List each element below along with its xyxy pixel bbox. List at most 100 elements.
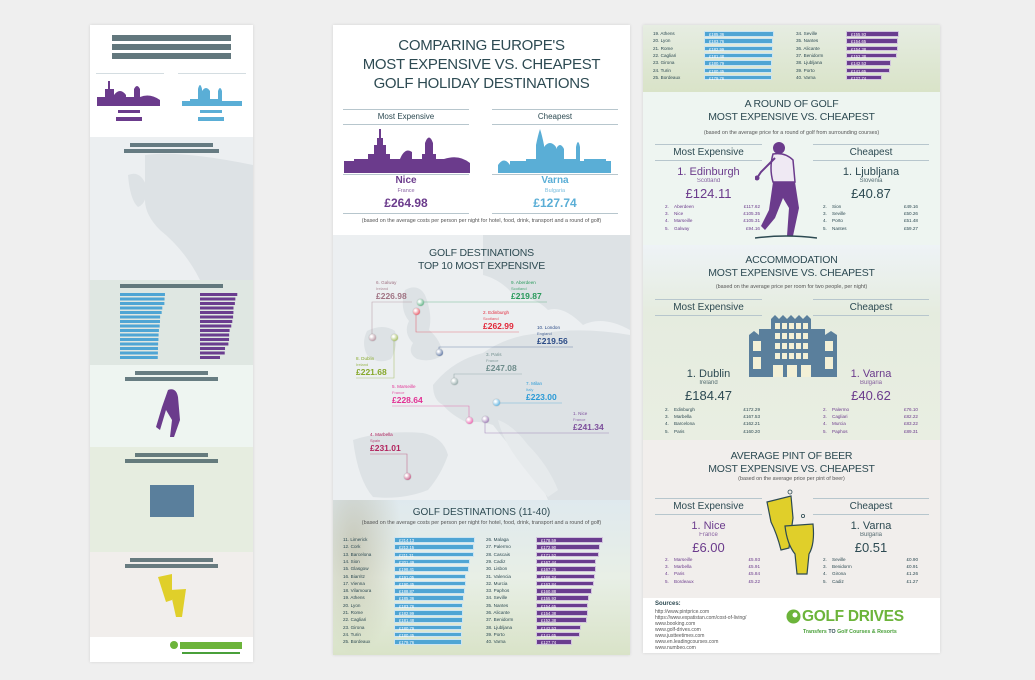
country: Scotland [511, 285, 527, 291]
bar[interactable]: £180.79 [394, 624, 463, 631]
bar[interactable]: £179.76 [394, 639, 462, 645]
city: Seville [832, 557, 846, 562]
accommodation-section: ACCOMMODATION MOST EXPENSIVE VS. CHEAPES… [643, 245, 940, 440]
map-marker-london[interactable] [435, 348, 443, 356]
city: Milan [531, 381, 543, 386]
bar[interactable]: £166.24 [536, 573, 596, 580]
bar[interactable]: £191.05 [394, 573, 467, 580]
bar-value: £142.53 [851, 61, 867, 67]
bar[interactable]: £142.53 [846, 60, 892, 67]
bar-row: 34. Seville £155.93 [796, 31, 926, 37]
city: Paris [674, 428, 685, 434]
bar[interactable]: £127.74 [536, 639, 572, 645]
infographic-page-top[interactable]: COMPARING EUROPE'S MOST EXPENSIVE VS. CH… [333, 25, 630, 655]
bar-rank: 25. [653, 74, 660, 80]
cheap-list-item: 2. Seville £0.90 [823, 557, 918, 562]
map-marker-aberdeen[interactable] [416, 298, 424, 306]
country: Ireland [376, 285, 389, 291]
bar[interactable]: £201.49 [394, 558, 471, 565]
price: £241.34 [573, 422, 604, 432]
source-link[interactable]: www.justteetimes.com [655, 633, 705, 639]
bar[interactable]: £141.65 [536, 631, 581, 638]
bar[interactable]: £185.36 [394, 595, 465, 602]
bar[interactable]: £180.79 [704, 60, 773, 67]
bar-value: £180.79 [709, 61, 725, 67]
bar[interactable]: £127.74 [846, 74, 882, 81]
bar-city: Bordeaux [350, 639, 371, 645]
bar-rank: 36. [796, 45, 803, 51]
price: £5.91 [748, 564, 761, 570]
map-marker-nice[interactable] [481, 415, 489, 423]
bar[interactable]: £154.65 [846, 38, 899, 44]
bar[interactable]: £178.59 [536, 537, 604, 543]
bar[interactable]: £141.65 [846, 67, 891, 74]
bar-value: £185.36 [399, 596, 415, 602]
bar[interactable]: £155.93 [536, 595, 590, 601]
bar[interactable]: £155.93 [846, 31, 900, 37]
bar[interactable]: £182.99 [394, 610, 464, 616]
map-marker-paris[interactable] [450, 377, 458, 385]
city: Paris [674, 571, 685, 577]
bar-row: 25. Bordeaux £179.76 [653, 74, 783, 81]
bar-city: Rome [660, 45, 673, 51]
bar[interactable]: £154.38 [536, 610, 589, 616]
bar[interactable]: £183.76 [394, 602, 464, 609]
bar-rank: 12. [343, 544, 350, 550]
map-title-line-1: GOLF DESTINATIONS [429, 247, 534, 259]
bar[interactable]: £154.38 [846, 45, 899, 52]
bar[interactable]: £198.41 [394, 566, 469, 572]
bar[interactable]: £142.53 [536, 624, 582, 631]
bar[interactable]: £180.45 [394, 631, 463, 638]
bar[interactable]: £211.31 [394, 551, 474, 558]
country: Scotland [483, 315, 499, 321]
bar-value: £163.84 [541, 581, 557, 587]
bar[interactable]: £181.48 [394, 617, 463, 623]
map-marker-marbella[interactable] [403, 472, 411, 480]
map-marker-dublin[interactable] [390, 333, 398, 341]
bar[interactable]: £183.76 [704, 38, 774, 44]
most-winner-price: £184.47 [685, 388, 732, 403]
bar[interactable]: £188.87 [394, 588, 466, 594]
map-marker-marseille[interactable] [465, 416, 473, 424]
rank: 3. [823, 414, 827, 420]
bar[interactable]: £172.90 [536, 544, 600, 550]
bar-city: Cagliari [350, 617, 367, 623]
bar[interactable]: £182.99 [704, 45, 774, 52]
bar[interactable]: £185.36 [704, 31, 775, 37]
bar[interactable]: £181.48 [704, 52, 773, 59]
bar[interactable]: £154.65 [536, 602, 589, 609]
bar[interactable]: £179.76 [704, 74, 772, 81]
infographic-page-bottom[interactable]: 19. Athens £185.36 20. Lyon £183.76 21. … [643, 25, 940, 653]
bar-rank: 20. [343, 602, 350, 608]
bar[interactable]: £152.38 [846, 52, 898, 59]
source-link[interactable]: www.numbeo.com [655, 645, 696, 651]
rank: 4. [665, 571, 669, 577]
sources-label: Sources: [655, 601, 681, 607]
bar[interactable]: £152.38 [536, 617, 588, 623]
bar[interactable]: £171.52 [536, 551, 599, 558]
bar[interactable]: £167.25 [536, 566, 597, 572]
source-link[interactable]: www.booking.com [655, 621, 696, 627]
source-link[interactable]: www.en.leadingcourses.com [655, 639, 719, 645]
cheap-winner-price: £40.62 [851, 388, 891, 403]
bar[interactable]: £190.45 [394, 580, 466, 587]
cheap-winner-country: Bulgaria [859, 532, 882, 538]
source-link[interactable]: www.golf-drives.com [655, 627, 701, 633]
bar[interactable]: £180.45 [704, 67, 773, 74]
infographic-thumbnail-full[interactable] [90, 25, 253, 662]
map-marker-galway[interactable] [368, 333, 376, 341]
bar-row: 20. Lyon £183.76 [343, 602, 473, 609]
rank: 5. [665, 225, 669, 231]
map-marker-edinburgh[interactable] [412, 307, 420, 315]
source-link[interactable]: http://www.pintprice.com [655, 609, 710, 615]
bar-row: 28. Cascais £171.52 [486, 551, 616, 558]
golf-drives-logo[interactable]: GOLF DRIVES [786, 608, 931, 626]
most-list-item: 3. Nice £105.35 [665, 211, 760, 216]
source-link[interactable]: https://www.expatistan.com/cost-of-livin… [655, 615, 747, 621]
bar[interactable]: £212.15 [394, 544, 475, 550]
map-marker-milan[interactable] [492, 398, 500, 406]
bar[interactable]: £214.13 [394, 537, 475, 543]
bar[interactable]: £163.84 [536, 580, 595, 587]
bar[interactable]: £167.44 [536, 558, 597, 565]
bar[interactable]: £160.88 [536, 588, 593, 594]
